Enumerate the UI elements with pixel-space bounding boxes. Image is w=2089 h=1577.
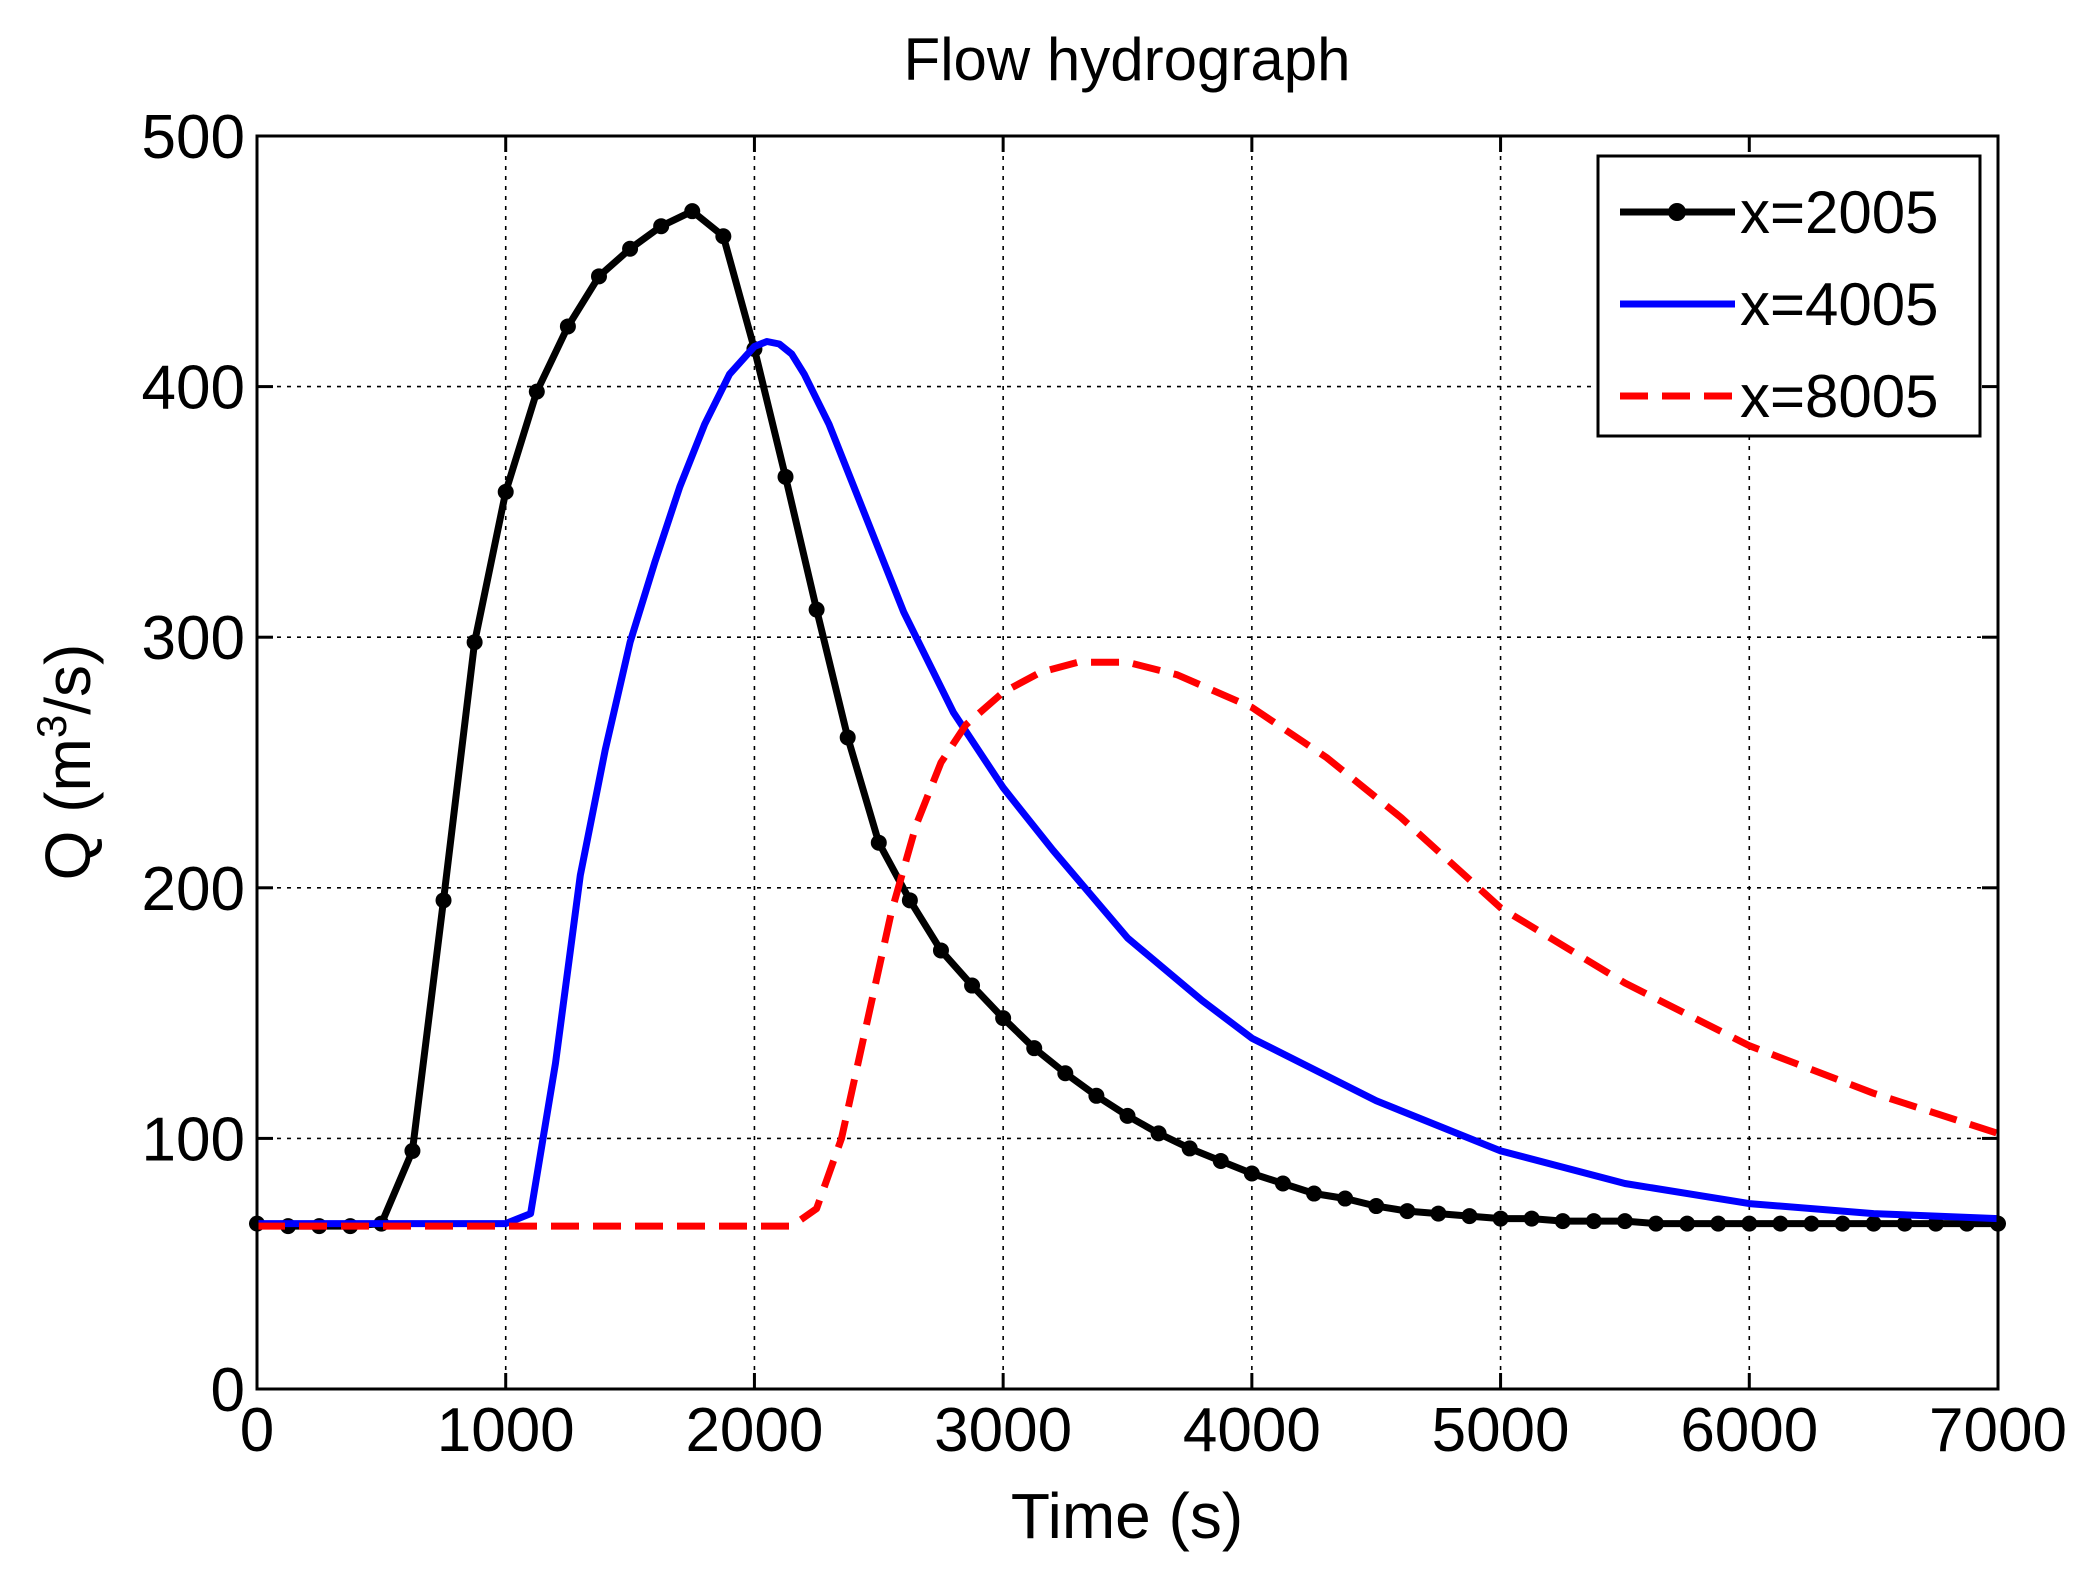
series-point: [1803, 1215, 1820, 1232]
series-point: [715, 228, 732, 245]
series-point: [1710, 1215, 1727, 1232]
y-tick-label: 500: [142, 103, 245, 172]
x-tick-label: 7000: [1929, 1396, 2067, 1465]
y-tick-label: 400: [142, 354, 245, 423]
y-axis-label-end: /s): [32, 644, 104, 715]
series-point: [839, 729, 856, 746]
series-point: [1772, 1215, 1789, 1232]
y-tick-label: 300: [142, 604, 245, 673]
series-point: [870, 834, 887, 851]
series-point: [1243, 1165, 1260, 1182]
series-point: [995, 1010, 1012, 1027]
series-point: [622, 240, 639, 257]
series-point: [653, 218, 670, 235]
series-point: [1492, 1210, 1509, 1227]
series-point: [1399, 1203, 1416, 1220]
legend-box: [1596, 154, 1982, 438]
y-axis-label: Q (m3/s): [28, 644, 104, 881]
legend-label: x=2005: [1740, 179, 1939, 246]
series-point: [1834, 1215, 1851, 1232]
series-point: [1896, 1215, 1913, 1232]
series-layer: [249, 203, 2006, 1235]
series-point: [964, 977, 981, 994]
legend: x=2005 x=4005 x=8005: [1596, 154, 1982, 438]
series-point: [404, 1142, 421, 1159]
series-point: [1150, 1125, 1167, 1142]
y-axis-label-base: Q (m: [32, 738, 104, 880]
series-point: [1554, 1213, 1571, 1230]
x-tick-label: 4000: [1183, 1396, 1321, 1465]
series-point: [1741, 1215, 1758, 1232]
legend-label: x=4005: [1740, 271, 1939, 338]
chart-title: Flow hydrograph: [904, 26, 1351, 93]
series-point: [435, 892, 452, 909]
x-tick-label: 1000: [437, 1396, 575, 1465]
x-tick-label: 6000: [1680, 1396, 1818, 1465]
series-point: [1679, 1215, 1696, 1232]
x-axis-label: Time (s): [1011, 1480, 1243, 1552]
series-point: [1337, 1190, 1354, 1207]
series-point: [466, 634, 483, 651]
series-point: [1368, 1198, 1385, 1215]
series-point: [1461, 1208, 1478, 1225]
x-tick-label: 5000: [1432, 1396, 1570, 1465]
x-tick-label: 0: [240, 1396, 274, 1465]
series-point: [1648, 1215, 1665, 1232]
series-point: [1865, 1215, 1882, 1232]
series-point: [1585, 1213, 1602, 1230]
series-point: [1057, 1065, 1074, 1082]
series-point: [559, 318, 576, 335]
series-point: [1430, 1205, 1447, 1222]
series-point: [590, 268, 607, 285]
series-point: [684, 203, 701, 220]
x-tick-label: 3000: [934, 1396, 1072, 1465]
series-point: [1119, 1107, 1136, 1124]
legend-marker: [1668, 203, 1686, 221]
y-tick-label: 200: [142, 855, 245, 924]
series-point: [497, 483, 514, 500]
series-line-x=8005: [257, 658, 2000, 1230]
series-point: [808, 601, 825, 618]
x-tick-label: 2000: [685, 1396, 823, 1465]
y-tick-label: 100: [142, 1105, 245, 1174]
series-point: [777, 468, 794, 485]
series-point: [1212, 1152, 1229, 1169]
series-point: [901, 892, 918, 909]
y-axis-label-superscript: 3: [28, 715, 75, 738]
series-point: [1306, 1185, 1323, 1202]
series-point: [1026, 1040, 1043, 1057]
plot-area-frame: [255, 134, 2000, 1391]
series-point: [1616, 1213, 1633, 1230]
series-line-x=4005: [257, 338, 1999, 1228]
series-point: [1274, 1175, 1291, 1192]
series-point: [1088, 1087, 1105, 1104]
axis-ticks: 0 1000 2000 3000 4000 5000 6000 7000 0 100 200 300 4…: [142, 103, 2067, 1465]
grid-lines: [257, 136, 1998, 1389]
series-point: [1523, 1210, 1540, 1227]
y-tick-label: 0: [211, 1356, 245, 1425]
series-point: [528, 383, 545, 400]
legend-label: x=8005: [1740, 363, 1939, 430]
series-point: [1181, 1140, 1198, 1157]
series-point: [932, 942, 949, 959]
